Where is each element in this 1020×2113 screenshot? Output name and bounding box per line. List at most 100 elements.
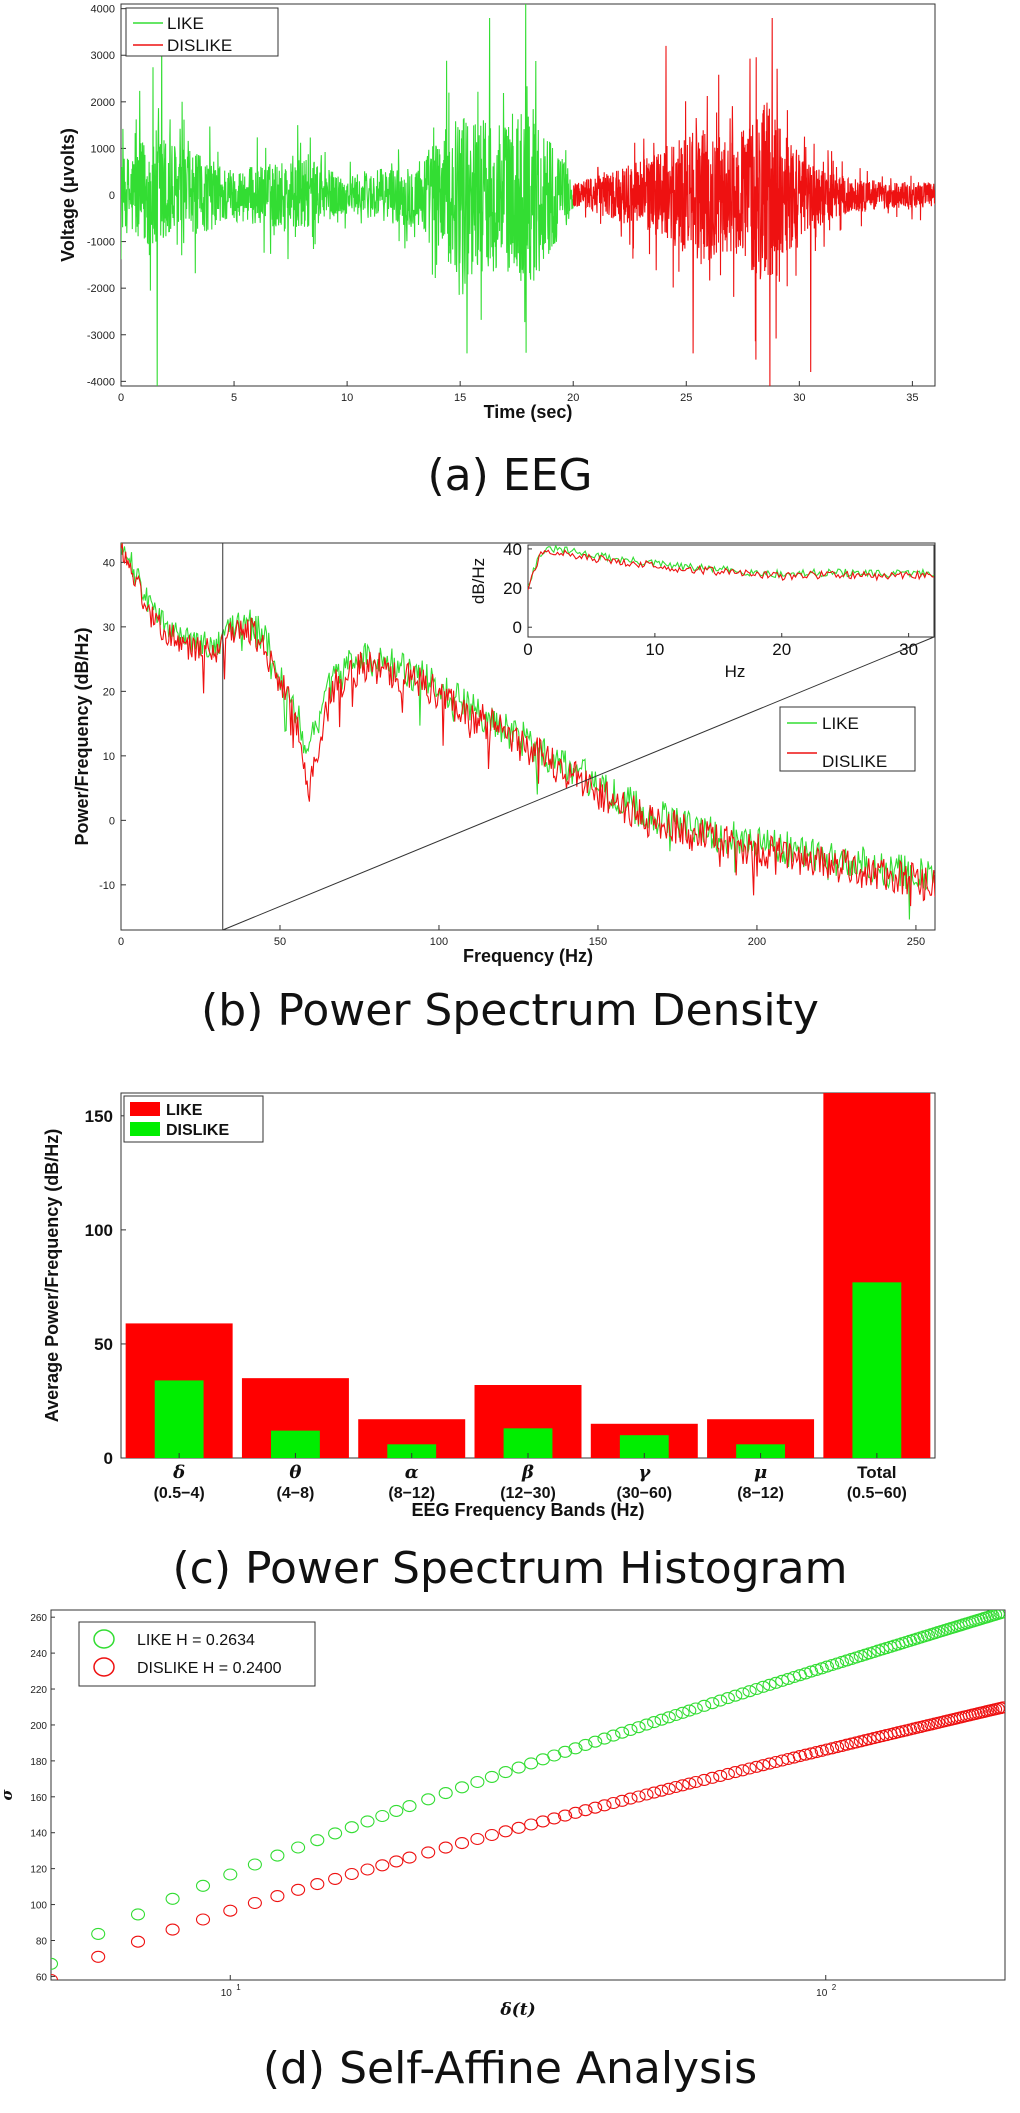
x-tick-label: 30 <box>793 392 805 404</box>
marker-dislike <box>344 1867 359 1881</box>
scatter-markers <box>51 1610 1005 1980</box>
marker-like <box>749 1682 764 1696</box>
marker-like <box>389 1804 404 1817</box>
y-axis-label: Power/Frequency (dB/Hz) <box>72 627 92 845</box>
x-tick-label: 150 <box>589 936 607 948</box>
y-axis-label: Average Power/Frequency (dB/Hz) <box>42 1129 62 1422</box>
marker-dislike <box>661 1782 676 1795</box>
x-tick-label: 0 <box>118 392 124 404</box>
bar-dislike <box>387 1444 437 1458</box>
marker-like <box>647 1716 662 1729</box>
legend-box <box>125 7 279 57</box>
marker-like <box>720 1692 735 1705</box>
caption-eeg: (a) EEG <box>427 450 593 501</box>
marker-like <box>51 1957 59 1970</box>
marker-like <box>558 1745 573 1758</box>
marker-dislike <box>654 1784 669 1797</box>
inset-x-tick-label: 10 <box>645 640 664 659</box>
x-tick-label: 10 <box>221 1988 233 1999</box>
x-axis-label: Frequency (Hz) <box>463 946 593 966</box>
legend-entry: DISLIKE <box>822 752 887 771</box>
marker-dislike <box>615 1794 630 1807</box>
marker-like <box>996 1610 1005 1619</box>
marker-dislike <box>375 1859 390 1872</box>
marker-like <box>688 1702 703 1715</box>
marker-like <box>988 1610 1003 1621</box>
x-tick-range: (12−30) <box>500 1485 556 1502</box>
marker-like <box>623 1723 638 1736</box>
marker-like <box>165 1892 180 1905</box>
legend-entry: LIKE <box>166 1102 203 1119</box>
marker-dislike <box>438 1841 453 1854</box>
marker-dislike <box>814 1744 829 1757</box>
marker-like <box>768 1676 784 1689</box>
y-tick-label: -1000 <box>87 237 115 249</box>
marker-like <box>597 1732 612 1745</box>
marker-dislike <box>470 1832 485 1846</box>
marker-like <box>421 1793 436 1806</box>
inset-x-tick-label: 30 <box>899 640 918 659</box>
y-tick-label: 60 <box>36 1972 48 1983</box>
x-tick-symbol: α <box>405 1462 419 1483</box>
marker-like <box>735 1687 750 1700</box>
y-tick-label: -4000 <box>87 376 115 388</box>
marker-dislike <box>705 1771 720 1784</box>
y-tick-label: 160 <box>30 1793 47 1804</box>
y-tick-label: 200 <box>30 1721 47 1732</box>
x-tick-label: 100 <box>430 936 448 948</box>
marker-dislike <box>639 1788 654 1801</box>
caption-histogram: (c) Power Spectrum Histogram <box>172 1543 848 1594</box>
marker-like <box>470 1775 485 1789</box>
y-tick-label: 150 <box>85 1107 113 1126</box>
marker-like <box>742 1685 757 1698</box>
zoom-connector-line <box>222 636 935 931</box>
x-tick-label: 10 <box>816 1988 828 1999</box>
y-tick-label: 240 <box>30 1649 47 1660</box>
legend-box <box>779 706 916 772</box>
x-axis-label: Time (sec) <box>484 402 573 422</box>
marker-like <box>654 1713 669 1726</box>
marker-dislike <box>588 1801 603 1814</box>
y-tick-label: 2000 <box>91 97 115 109</box>
inset-chart: 0 10 20 30 0 20 40 Hz dB/Hz <box>469 540 935 681</box>
marker-like <box>713 1694 728 1707</box>
marker-dislike <box>498 1825 513 1838</box>
marker-dislike <box>682 1777 697 1790</box>
x-tick-label: 250 <box>907 936 925 948</box>
marker-like <box>705 1697 720 1710</box>
y-tick-label: 40 <box>103 557 115 569</box>
marker-like <box>328 1827 343 1840</box>
marker-like <box>498 1766 513 1779</box>
y-tick-label: -2000 <box>87 283 115 295</box>
marker-dislike <box>328 1872 343 1885</box>
y-tick-label: 220 <box>30 1685 47 1696</box>
marker-dislike <box>742 1762 757 1775</box>
marker-like <box>588 1735 603 1748</box>
marker-dislike <box>792 1750 807 1763</box>
y-tick-label: 30 <box>103 622 115 634</box>
y-tick-label: 1000 <box>91 143 115 155</box>
inset-x-tick-label: 0 <box>523 640 532 659</box>
marker-like <box>291 1841 306 1854</box>
marker-like <box>484 1770 499 1783</box>
marker-dislike <box>421 1846 436 1859</box>
marker-like <box>661 1711 676 1724</box>
legend: LIKE H = 0.2634 DISLIKE H = 0.2400 <box>78 1621 316 1687</box>
marker-dislike <box>91 1950 106 1963</box>
x-tick-label: 15 <box>454 392 466 404</box>
bar-dislike <box>154 1380 204 1458</box>
x-tick-symbol: δ <box>172 1462 185 1483</box>
marker-dislike <box>819 1743 835 1756</box>
y-axis-label: Voltage (μvolts) <box>58 128 78 262</box>
marker-like <box>606 1729 621 1742</box>
bar-dislike <box>852 1282 902 1458</box>
y-tick-label: 140 <box>30 1829 47 1840</box>
inset-plot-area <box>527 544 935 638</box>
x-tick-label: 25 <box>680 392 692 404</box>
panel-psd: 0 50 100 150 200 250 -10 0 10 20 30 40 Frequency (Hz… <box>0 530 1020 1060</box>
marker-dislike <box>597 1799 612 1812</box>
panel-eeg: 0 5 10 15 20 25 30 35 -4000 -3000 -2000 -1000 0 1000 2… <box>0 0 1020 520</box>
y-tick-label: 180 <box>30 1757 47 1768</box>
marker-dislike <box>454 1837 470 1850</box>
